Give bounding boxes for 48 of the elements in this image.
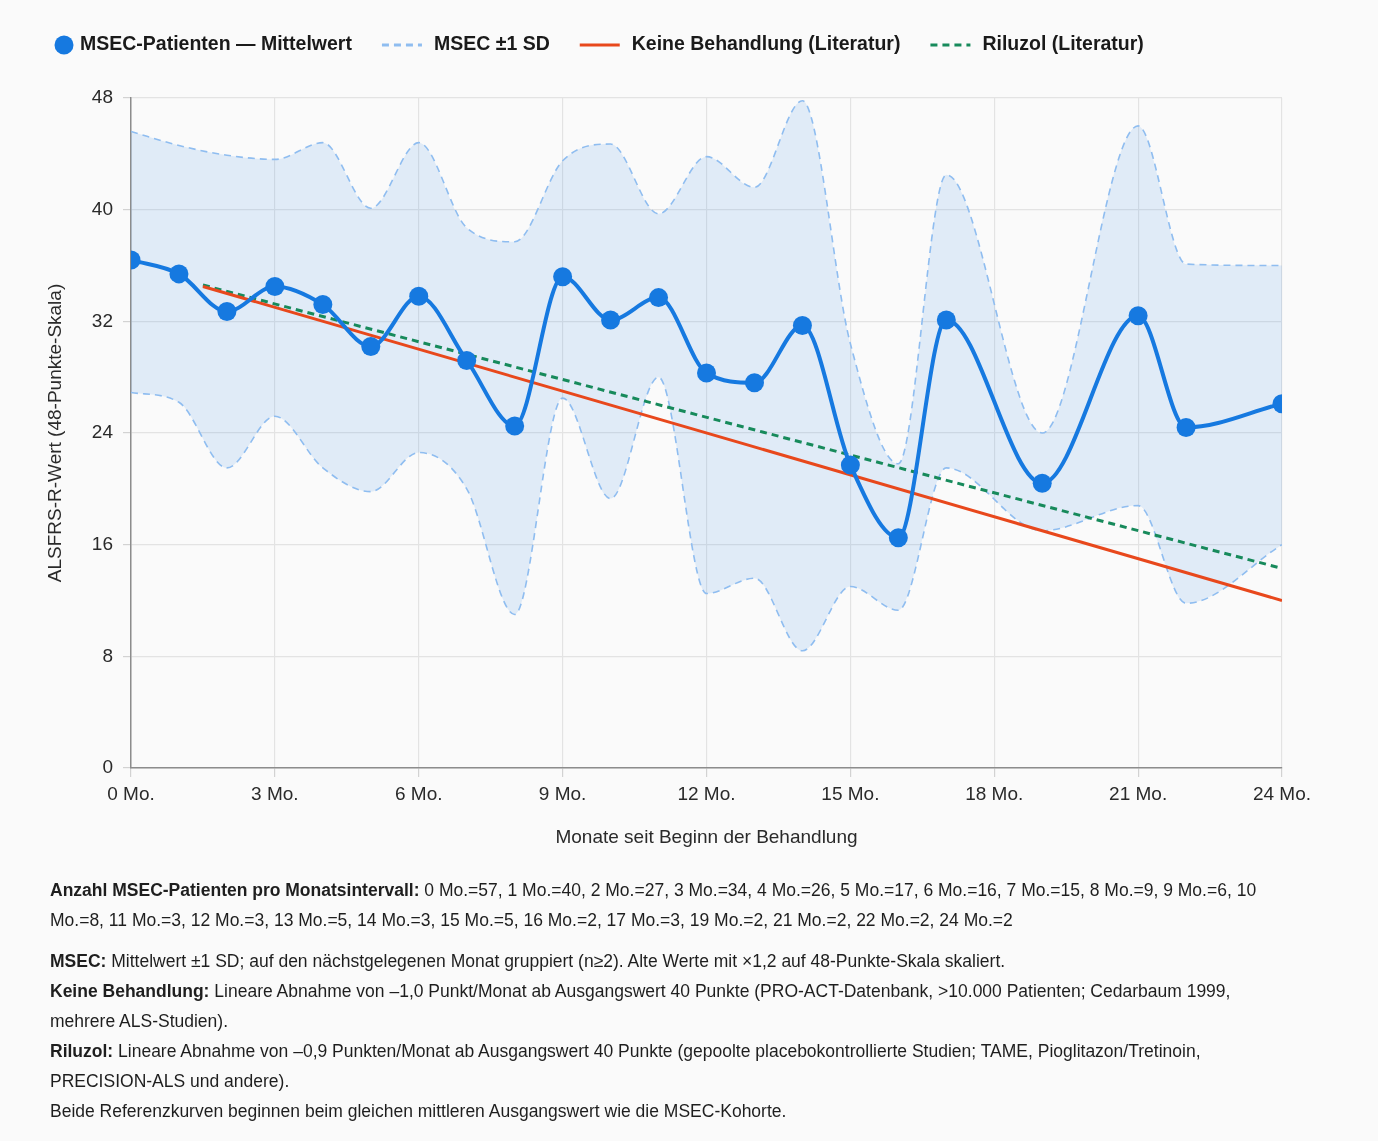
y-tick-label: 40: [91, 197, 113, 219]
line-series: [131, 376, 1282, 652]
y-tick-label: 8: [102, 644, 113, 666]
y-axis-title: ALSFRS-R-Wert (48-Punkte-Skala): [43, 283, 65, 583]
text: Keine Behandlung: Lineare Abnahme von –1,0 Punkt/Monat ab Ausgangswert 40 Punkte (PRO-ACT-Datenbank, >10.000 Patienten; Cedarbaum 1999, mehrere ALS-Studien).: [50, 980, 1232, 1033]
point: [265, 276, 285, 296]
point: [217, 302, 237, 322]
point: [409, 286, 429, 306]
point: [505, 416, 525, 436]
point: [888, 528, 908, 548]
text: MSEC: Mittelwert ±1 SD; auf den nächstgelegenen Monat gruppiert (n≥2). Alte Werte mit ×1,2 auf 48-Punkte-Skala skaliert.: [50, 950, 1007, 973]
x-tick-label: 6 Mo.: [394, 782, 443, 804]
text: Anzahl MSEC-Patienten pro Monatsintervall: 0 Mo.=57, 1 Mo.=40, 2 Mo.=27, 3 Mo.=34, 4 Mo.=26, 5 Mo.=17, 6 Mo.=16, 7 Mo.=15, 8 Mo.=9, 9 Mo.=6, 10 Mo.=8, 11 Mo.=3, 12 Mo.=3, 13 Mo.=5, 14 Mo.=3, 15 Mo.=5, 16 Mo.=2, 17 Mo.=3, 19 Mo.=2, 21 Mo.=2, 22 Mo.=2, 24 Mo.=2: [50, 879, 1258, 932]
x-tick-label: 0 Mo.: [107, 782, 155, 804]
point: [936, 310, 956, 330]
y-tick-label: 48: [91, 86, 113, 108]
legend-label: MSEC-Patienten — Mittelwert: [80, 32, 353, 55]
y-tick-label: 0: [102, 756, 113, 778]
x-tick-label: 3 Mo.: [251, 782, 299, 804]
y-tick-label: 16: [91, 532, 113, 554]
text: Riluzol: Lineare Abnahme von –0,9 Punkten/Monat ab Ausgangswert 40 Punkte (gepoolte placebokontrollierte Studien; TAME, Pioglitazon/Tretinoin, PRECISION-ALS und andere).: [50, 1040, 1202, 1093]
point: [553, 267, 573, 287]
x-tick-label: 24 Mo.: [1252, 782, 1312, 804]
point: [313, 295, 333, 315]
point: [649, 288, 669, 308]
point: [744, 373, 764, 393]
point: [169, 264, 189, 284]
point: [457, 350, 477, 370]
legend-label: Keine Behandlung (Literatur): [631, 32, 901, 55]
x-tick-label: 18 Mo.: [965, 782, 1024, 804]
point: [1176, 417, 1196, 437]
point: [792, 316, 812, 336]
x-tick-label: 9 Mo.: [538, 782, 587, 804]
y-tick-label: 24: [91, 421, 114, 443]
point: [361, 336, 381, 356]
point: [697, 363, 716, 383]
x-tick-label: 12 Mo.: [677, 782, 736, 804]
point: [840, 455, 860, 475]
x-tick-label: 21 Mo.: [1109, 782, 1168, 804]
point: [601, 310, 621, 330]
legend-label: Riluzol (Literatur): [982, 32, 1144, 55]
text: Beide Referenzkurven beginnen beim gleichen mittleren Ausgangswert wie die MSEC-Kohorte.: [50, 1100, 788, 1123]
point: [1128, 306, 1148, 326]
y-tick-label: 32: [91, 309, 113, 331]
x-tick-label: 15 Mo.: [821, 782, 880, 804]
x-axis-title: Monate seit Beginn der Behandlung: [555, 825, 858, 847]
point: [1032, 473, 1052, 493]
legend-label: MSEC ±1 SD: [433, 32, 550, 55]
